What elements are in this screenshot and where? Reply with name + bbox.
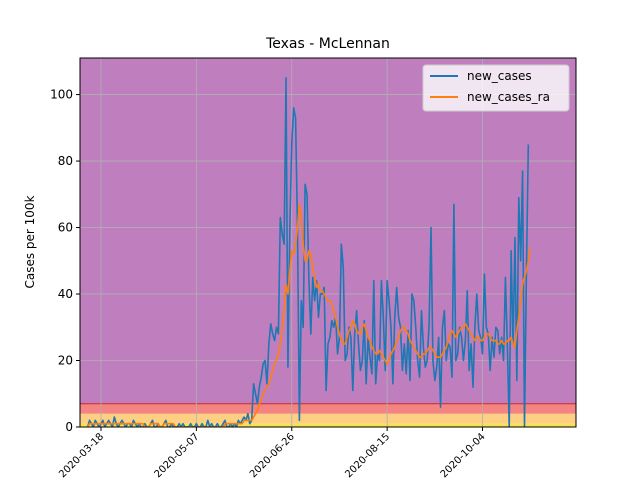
chart-title: Texas - McLennan [265,36,390,52]
series-layer [86,77,532,427]
y-ticks: 0 20 40 60 80 100 [50,88,80,434]
y-tick-label: 20 [58,354,73,368]
x-tick-label: 2020-05-07 [153,431,202,480]
x-tick-label: 2020-10-04 [439,431,488,480]
x-ticks: 2020-03-18 2020-05-07 2020-06-26 2020-08-15… [57,427,488,480]
series-line-new-cases [86,77,530,427]
legend: new_cases new_cases_ra [422,64,570,112]
x-tick-label: 2020-03-18 [57,431,106,480]
y-axis-label: Cases per 100k [23,195,37,288]
legend-box [422,64,570,112]
risk-bands [80,58,576,427]
y-tick-label: 0 [65,420,73,434]
legend-label-new-cases-ra: new_cases_ra [467,90,550,104]
x-tick-label: 2020-08-15 [343,431,392,480]
risk-band-2 [80,403,576,414]
series-line-new-cases-ra [86,203,532,427]
y-tick-label: 80 [58,154,73,168]
risk-band-0 [80,423,576,427]
risk-band-1 [80,413,576,424]
y-tick-label: 40 [58,287,73,301]
y-tick-label: 60 [58,221,73,235]
axes-frame [79,57,577,428]
legend-label-new-cases: new_cases [467,69,532,83]
y-tick-label: 100 [50,88,73,102]
x-tick-label: 2020-06-26 [248,431,297,480]
